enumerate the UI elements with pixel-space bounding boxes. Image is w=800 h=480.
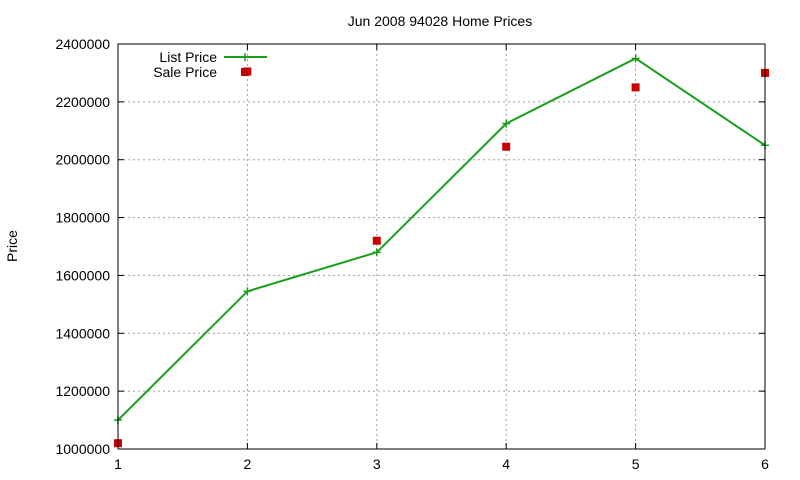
legend-label: List Price bbox=[159, 49, 217, 65]
y-tick-label: 2400000 bbox=[55, 36, 110, 52]
data-point-list-price bbox=[243, 287, 252, 296]
x-tick-label: 4 bbox=[502, 456, 510, 472]
series-layer bbox=[114, 54, 769, 448]
data-point-sale-price bbox=[631, 83, 640, 92]
y-tick-label: 2000000 bbox=[55, 152, 110, 168]
x-tick-label: 3 bbox=[373, 456, 381, 472]
legend-square-swatch bbox=[241, 68, 249, 76]
chart-title: Jun 2008 94028 Home Prices bbox=[348, 13, 532, 29]
x-tick-label: 2 bbox=[244, 456, 252, 472]
legend-cross-swatch bbox=[241, 53, 249, 61]
series-sale-price bbox=[114, 67, 769, 448]
series-line-list-price bbox=[117, 57, 766, 421]
y-tick-label: 1000000 bbox=[55, 441, 110, 457]
data-point-list-price bbox=[372, 248, 381, 257]
data-point-sale-price bbox=[502, 142, 511, 151]
grid-lines bbox=[118, 44, 765, 449]
x-tick-label: 5 bbox=[632, 456, 640, 472]
y-axis-title: Price bbox=[4, 230, 20, 262]
x-tick-label: 6 bbox=[761, 456, 769, 472]
x-tick-label: 1 bbox=[114, 456, 122, 472]
y-tick-label: 2200000 bbox=[55, 94, 110, 110]
y-tick-label: 1400000 bbox=[55, 325, 110, 341]
data-point-sale-price bbox=[372, 236, 381, 245]
legend-label: Sale Price bbox=[153, 64, 217, 80]
y-tick-label: 1800000 bbox=[55, 210, 110, 226]
y-tick-label: 1200000 bbox=[55, 383, 110, 399]
data-point-list-price bbox=[502, 119, 511, 128]
y-tick-label: 1600000 bbox=[55, 267, 110, 283]
data-point-list-price bbox=[631, 54, 640, 63]
series-list-price bbox=[114, 54, 769, 425]
axis-ticks: 1 2 3 4 5 6 1000000 1200000 1400000 1600000 180000… bbox=[55, 36, 769, 472]
plot-frame bbox=[117, 43, 766, 450]
